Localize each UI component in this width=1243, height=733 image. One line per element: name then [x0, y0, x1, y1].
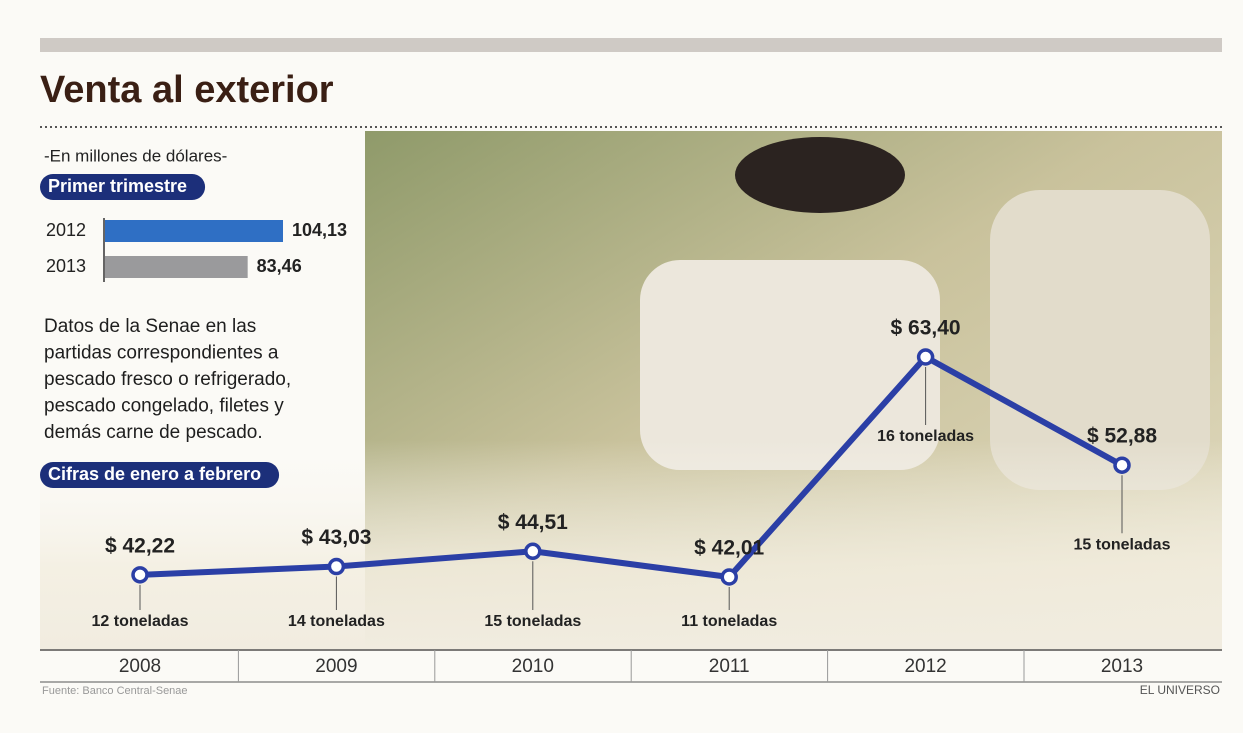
annotation: 15 toneladas: [1074, 536, 1171, 553]
note-line: demás carne de pescado.: [44, 422, 263, 443]
point: [524, 542, 542, 561]
photo-figure: [735, 137, 905, 213]
category-label: 2013: [46, 256, 86, 276]
annotation: 12 toneladas: [92, 613, 189, 630]
value-label: $ 44,51: [498, 511, 568, 534]
value-label: $ 43,03: [301, 526, 371, 549]
note-line: partidas correspondientes a: [44, 343, 279, 364]
section-pill: [40, 174, 206, 200]
x-tick-label: 2009: [315, 656, 357, 677]
x-tick-label: 2012: [904, 656, 946, 677]
note-line: pescado congelado, filetes y: [44, 396, 284, 417]
title: Venta al exterior: [40, 69, 334, 111]
source: Fuente: Banco Central-Senae: [42, 685, 188, 697]
top-band: [40, 38, 1222, 52]
value-label: $ 52,88: [1087, 425, 1157, 448]
value-label: 83,46: [257, 256, 302, 276]
photo-figure: [640, 260, 940, 470]
photo-figure: [990, 190, 1210, 490]
value-label: $ 63,40: [891, 317, 961, 340]
point: [1113, 456, 1131, 474]
x-tick-label: 2013: [1101, 656, 1143, 677]
note-line: pescado fresco o refrigerado,: [44, 369, 291, 390]
value-label: $ 42,01: [694, 537, 764, 560]
line-series: [139, 354, 1124, 580]
x-tick-label: 2008: [119, 656, 161, 677]
point: [327, 557, 346, 576]
point: [916, 348, 935, 366]
section-title: Primer trimestre: [48, 176, 187, 196]
point: [131, 566, 149, 584]
credit: EL UNIVERSO: [1140, 683, 1220, 697]
point: [720, 568, 738, 586]
x-tick-label: 2010: [512, 656, 554, 677]
subtitle: -En millones de dólares-: [44, 146, 227, 165]
section-title: Cifras de enero a febrero: [48, 464, 261, 484]
annotation: 15 toneladas: [484, 613, 581, 630]
annotation: 16 toneladas: [877, 428, 974, 445]
x-tick-label: 2011: [709, 656, 750, 677]
value-label: 104,13: [292, 220, 347, 240]
annotation: 11 toneladas: [681, 613, 777, 630]
bar: [105, 256, 248, 278]
section-pill: [40, 462, 280, 488]
annotation: 14 toneladas: [288, 613, 385, 630]
bar: [105, 220, 283, 242]
note-line: Datos de la Senae en las: [44, 316, 256, 337]
value-label: $ 42,22: [105, 534, 175, 557]
category-label: 2012: [46, 220, 86, 240]
